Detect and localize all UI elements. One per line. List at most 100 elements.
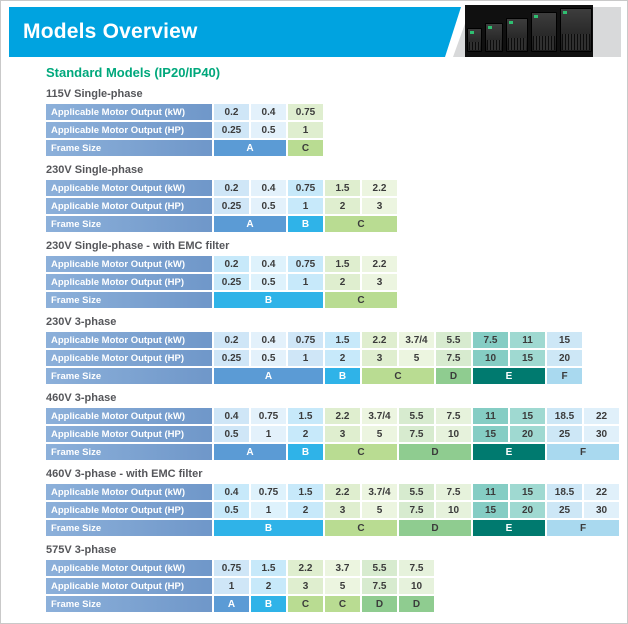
kw-value-cell: 0.2 (214, 104, 249, 120)
motor-output-table: Applicable Motor Output (kW) 0.2 0.4 0.75 1.… (46, 256, 621, 308)
frame-size-cell: C (325, 596, 360, 612)
vfd-drive-icon (559, 8, 592, 52)
hp-value-cell: 0.25 (214, 122, 249, 138)
model-table-section: 575V 3-phase Applicable Motor Output (kW)… (46, 544, 621, 612)
hp-value-cell: 25 (547, 426, 582, 442)
kw-value-cell: 0.4 (251, 180, 286, 196)
motor-output-table: Applicable Motor Output (kW) 0.2 0.4 0.75 Ap… (46, 104, 621, 156)
motor-output-table: Applicable Motor Output (kW) 0.2 0.4 0.75 1.… (46, 180, 621, 232)
kw-value-cell: 0.75 (288, 180, 323, 196)
kw-value-cell: 11 (473, 408, 508, 424)
hp-value-cell: 5 (399, 350, 434, 366)
frame-size-cell: A (214, 140, 286, 156)
hp-row: Applicable Motor Output (HP) 0.5 1 2 3 5 7.5 10… (46, 502, 621, 518)
hp-value-cell: 3 (362, 274, 397, 290)
row-label: Applicable Motor Output (kW) (46, 408, 212, 424)
frame-size-cell: B (325, 368, 360, 384)
frame-size-cell: E (473, 520, 545, 536)
row-label: Applicable Motor Output (kW) (46, 484, 212, 500)
hp-value-cell: 15 (473, 426, 508, 442)
frame-size-cell: A (214, 596, 249, 612)
hp-value-cell: 0.5 (251, 198, 286, 214)
frame-size-cell: C (288, 140, 323, 156)
hp-value-cell: 3 (325, 502, 360, 518)
frame-size-cell: F (547, 444, 619, 460)
kw-value-cell: 7.5 (399, 560, 434, 576)
hp-value-cell: 0.5 (251, 122, 286, 138)
row-label: Applicable Motor Output (kW) (46, 256, 212, 272)
hp-row: Applicable Motor Output (HP) 1 2 3 5 7.5 10 (46, 578, 621, 594)
frame-size-cell: C (325, 520, 397, 536)
hp-value-cell: 7.5 (399, 502, 434, 518)
row-label: Applicable Motor Output (HP) (46, 578, 212, 594)
kw-value-cell: 5.5 (436, 332, 471, 348)
hp-row: Applicable Motor Output (HP) 0.5 1 2 3 5 7.5 10… (46, 426, 621, 442)
row-label: Frame Size (46, 520, 212, 536)
frame-size-cell: D (362, 596, 397, 612)
row-label: Frame Size (46, 368, 212, 384)
model-table-section: 230V 3-phase Applicable Motor Output (kW)… (46, 316, 621, 384)
kw-value-cell: 15 (510, 484, 545, 500)
kw-value-cell: 2.2 (362, 256, 397, 272)
kw-value-cell: 2.2 (325, 408, 360, 424)
hp-value-cell: 2 (251, 578, 286, 594)
kw-row: Applicable Motor Output (kW) 0.4 0.75 1.5 2.… (46, 408, 621, 424)
header-banner: Models Overview (9, 7, 461, 57)
hp-value-cell: 1 (251, 502, 286, 518)
kw-value-cell: 1.5 (288, 408, 323, 424)
hp-row: Applicable Motor Output (HP) 0.25 0.5 1 2 3 (46, 274, 621, 290)
frame-size-cell: B (251, 596, 286, 612)
frame-size-cell: C (325, 292, 397, 308)
row-label: Applicable Motor Output (HP) (46, 350, 212, 366)
hp-row: Applicable Motor Output (HP) 0.25 0.5 1 2 3 5 7… (46, 350, 621, 366)
row-label: Frame Size (46, 444, 212, 460)
hp-value-cell: 5 (362, 502, 397, 518)
hp-value-cell: 2 (325, 198, 360, 214)
kw-value-cell: 2.2 (362, 332, 397, 348)
hp-value-cell: 15 (510, 350, 545, 366)
kw-value-cell: 0.75 (288, 256, 323, 272)
frame-size-cell: B (288, 444, 323, 460)
frame-size-cell: B (214, 520, 323, 536)
kw-value-cell: 1.5 (325, 180, 360, 196)
hp-value-cell: 20 (510, 502, 545, 518)
kw-value-cell: 1.5 (288, 484, 323, 500)
hp-value-cell: 30 (584, 502, 619, 518)
kw-value-cell: 0.4 (251, 332, 286, 348)
table-title: 115V Single-phase (46, 88, 143, 100)
motor-output-table: Applicable Motor Output (kW) 0.4 0.75 1.5 2.… (46, 484, 621, 536)
motor-output-table: Applicable Motor Output (kW) 0.2 0.4 0.75 1.… (46, 332, 621, 384)
row-label: Applicable Motor Output (HP) (46, 122, 212, 138)
content: Standard Models (IP20/IP40) 115V Single-… (46, 65, 621, 620)
kw-value-cell: 22 (584, 484, 619, 500)
hp-value-cell: 20 (510, 426, 545, 442)
kw-value-cell: 7.5 (436, 408, 471, 424)
hp-value-cell: 0.5 (251, 274, 286, 290)
frame-row: Frame Size A B C (46, 216, 621, 232)
frame-size-cell: F (547, 520, 619, 536)
frame-row: Frame Size A B C C D D (46, 596, 621, 612)
kw-value-cell: 0.2 (214, 332, 249, 348)
frame-size-cell: A (214, 368, 323, 384)
kw-value-cell: 22 (584, 408, 619, 424)
hp-value-cell: 1 (251, 426, 286, 442)
hp-value-cell: 7.5 (399, 426, 434, 442)
kw-value-cell: 0.2 (214, 180, 249, 196)
table-title: 230V 3-phase (46, 316, 117, 328)
vfd-drive-icon (484, 23, 503, 52)
hp-value-cell: 0.5 (214, 426, 249, 442)
frame-size-cell: D (399, 444, 471, 460)
hp-value-cell: 3 (325, 426, 360, 442)
kw-value-cell: 0.75 (214, 560, 249, 576)
kw-value-cell: 5.5 (362, 560, 397, 576)
kw-row: Applicable Motor Output (kW) 0.2 0.4 0.75 1.… (46, 180, 621, 196)
frame-row: Frame Size A B C D E F (46, 368, 621, 384)
hp-value-cell: 1 (288, 198, 323, 214)
hp-value-cell: 0.25 (214, 350, 249, 366)
row-label: Applicable Motor Output (HP) (46, 426, 212, 442)
table-title: 230V Single-phase - with EMC filter (46, 240, 230, 252)
frame-row: Frame Size B C (46, 292, 621, 308)
hp-value-cell: 2 (325, 274, 360, 290)
frame-row: Frame Size B C D E F (46, 520, 621, 536)
